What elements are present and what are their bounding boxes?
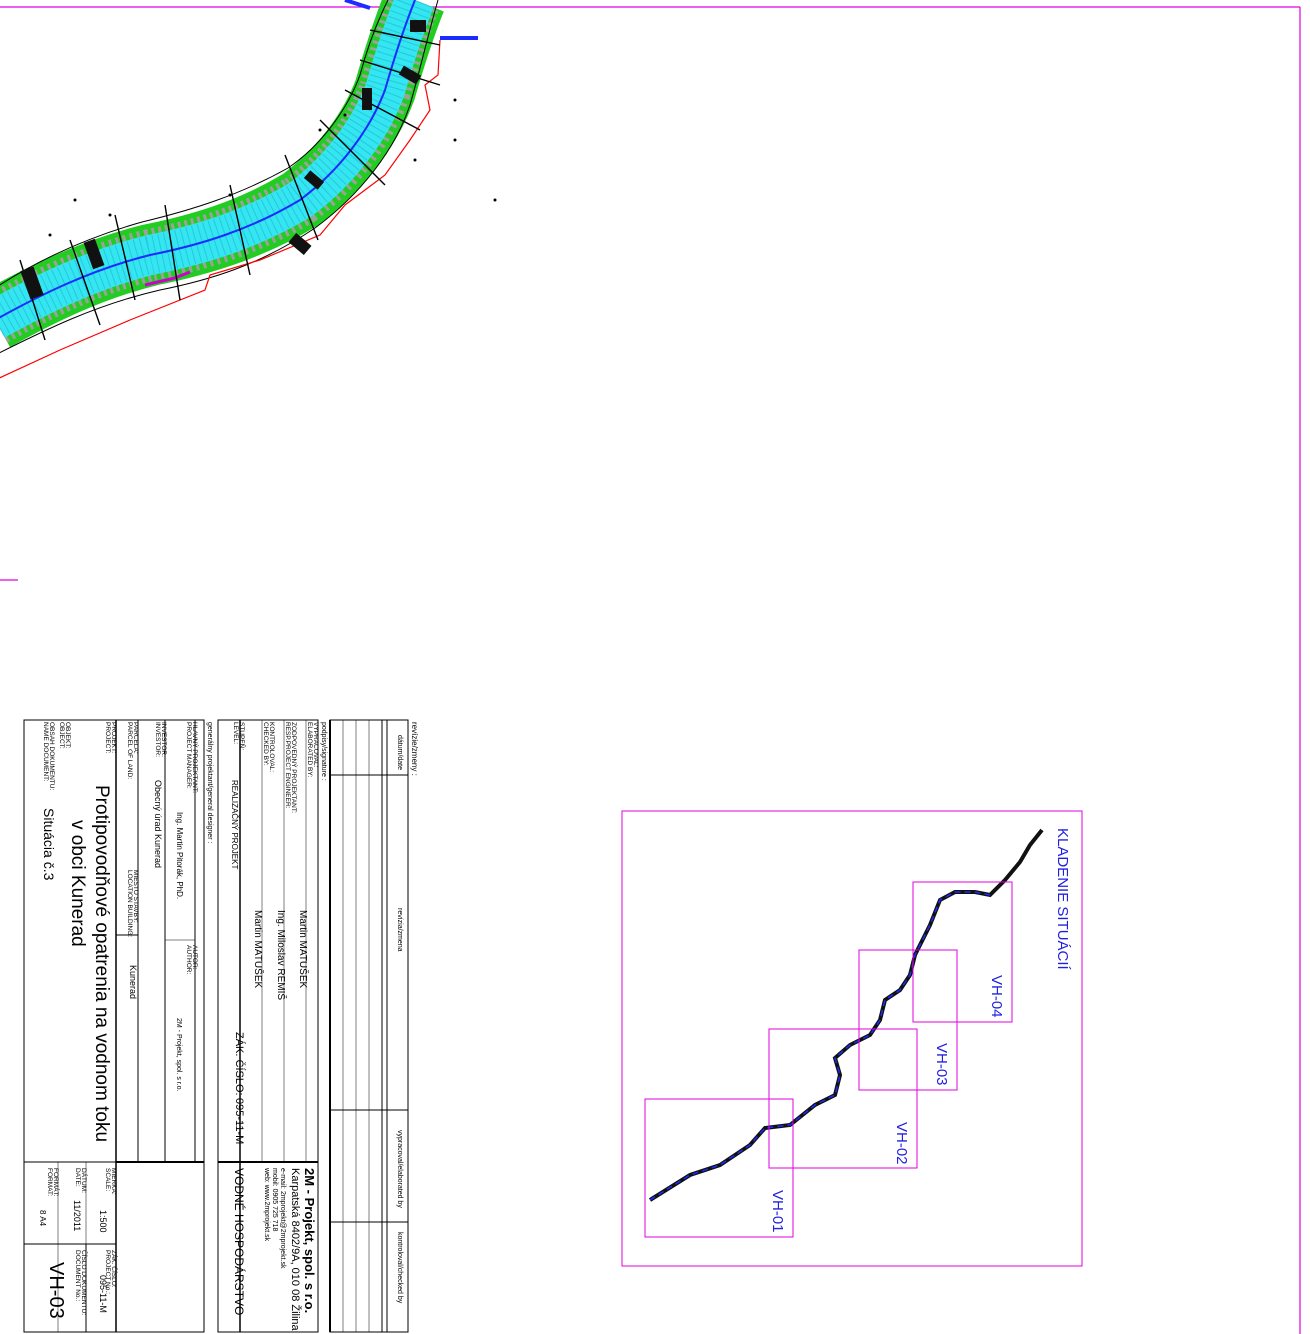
- revisions-col-revision: revízia/zmena: [396, 908, 403, 952]
- title-block: revízie/zmeny : dátum/date revízia/zmena…: [23, 719, 419, 1333]
- general-designer-header: generálny projektant/general designer :: [206, 722, 213, 843]
- hlavny-label: HLAVNÝ PROJEKTANT:: [191, 722, 200, 793]
- boundary-line: [0, 39, 441, 379]
- projekt-label: PROJEKT:: [110, 722, 117, 753]
- company-address: Karpatská 8402/9A, 010 08 Žilina: [289, 1168, 302, 1332]
- date-value: 11/2011: [72, 1200, 82, 1231]
- sheet-frame: [0, 6, 1301, 1334]
- stream-plan: [0, 0, 497, 379]
- format-label: FORMÁT:: [52, 1168, 61, 1197]
- key-map-sheet-vh03: [858, 949, 958, 1091]
- objekt-label: OBJEKT:: [64, 722, 71, 749]
- cislo-label-en: DOCUMENT No.:: [74, 1250, 81, 1301]
- company-email: e-mail: 2mprojekt@2mprojekt.sk: [279, 1168, 286, 1269]
- obsah-label-en: NAME DOCUMENT:: [42, 722, 49, 781]
- obsah-label: OBSAH DOKUMENTU:: [48, 722, 55, 790]
- format-value: 8 A4: [38, 1210, 47, 1227]
- signature-grid: [217, 719, 319, 1333]
- key-map-frame: [621, 810, 1083, 1267]
- projekt-label-en: PROJECT:: [104, 722, 111, 754]
- stream-edge-outer: [0, 0, 439, 354]
- zak-label2-en: PROJECT No.:: [104, 1250, 111, 1294]
- investor-label-en: INVESTOR:: [154, 722, 161, 757]
- kontroloval-value: Martin MATUŠEK: [252, 910, 265, 988]
- project-title-line2: v obci Kunerad: [67, 820, 88, 947]
- miesto-label: MIESTO STAVBY:: [132, 870, 139, 923]
- survey-points: [48, 98, 497, 237]
- autor-value: 2M - Projekt, spol. s r.o.: [175, 1018, 182, 1092]
- miesto-label-en: LOCATION BUILDING:: [126, 870, 133, 937]
- company-web: web: www.2mprojekt.sk: [263, 1167, 270, 1242]
- key-map-label-vh03: VH-03: [933, 1043, 950, 1086]
- investor-label: INVESTOR:: [160, 722, 167, 757]
- vypracoval-label-en: ELABORATED BY:: [306, 722, 313, 777]
- parcela-label: PARCELA:: [132, 722, 139, 754]
- signatures-header: podpisy/signature :: [320, 722, 327, 781]
- company-name: 2M - Projekt, spol. s r.o.: [302, 1168, 317, 1313]
- key-map-stream: [648, 828, 1044, 1202]
- autor-label-en: AUTHOR:: [185, 945, 192, 974]
- key-map-label-vh02: VH-02: [893, 1122, 910, 1165]
- retaining-wall: [144, 270, 191, 287]
- outlet-pipes: [344, 0, 478, 40]
- revisions-col-date: dátum/date: [396, 735, 403, 770]
- key-map-title: KLADENIE SITUÁCIÍ: [1054, 828, 1071, 971]
- investor-value: Obecný úrad Kunerad: [153, 780, 163, 868]
- zak-label2: ZÁK. ČÍSLO:: [110, 1250, 119, 1288]
- key-map-sheet-vh02: [768, 1028, 918, 1169]
- scale-value: 1:500: [98, 1210, 108, 1233]
- project-title-line1: Protipovodňové opatrenia na vodnom toku: [91, 785, 112, 1142]
- parcela-label-en: PARCEL OF LAND:: [126, 722, 133, 779]
- document-number: VH-03: [45, 1262, 67, 1319]
- datum-label-en: DATE:: [74, 1168, 81, 1187]
- datum-label: DÁTUM:: [80, 1168, 89, 1193]
- stream-edge-inner: [0, 0, 389, 286]
- autor-label: AUTOR:: [191, 945, 198, 970]
- miesto-value: Kunerad: [128, 965, 138, 999]
- kontroloval-label: KONTROLOVAL:: [268, 722, 275, 772]
- key-map-label-vh04: VH-04: [988, 975, 1005, 1018]
- project-grid: [23, 719, 205, 1333]
- stair-blocks: [20, 20, 426, 300]
- hlavny-value: Ing. Martin Pitorák, PhD.: [175, 812, 184, 899]
- mierka-label: MIERKA:: [110, 1168, 117, 1195]
- zak-cislo-label: ZÁK. ČÍSLO:: [233, 1032, 246, 1096]
- discipline-label: VODNÉ HOSPODÁRSTVO: [232, 1168, 247, 1315]
- zodp-label: ZODPOVEDNÝ PROJEKTANT:: [290, 722, 299, 813]
- stupen-label-en: LEVEL:: [232, 722, 239, 744]
- kontroloval-label-en: CHECKED BY:: [262, 722, 269, 766]
- stupen-value: REALIZAČNÝ PROJEKT: [230, 780, 239, 869]
- company-mobil: mobil: 0905 725 718: [271, 1168, 278, 1232]
- revisions-col-checked: kontroloval/checked by: [396, 1232, 403, 1304]
- stupen-label: STUPEŇ:: [238, 722, 247, 750]
- revision-table: [329, 719, 409, 1333]
- key-map-sheet-vh04: [912, 881, 1013, 1023]
- objekt-label-en: OBJECT:: [58, 722, 65, 749]
- zak-cislo-value: 095-11-M: [233, 1098, 245, 1144]
- zodp-label-en: RESP.PROJECT ENGINEER:: [284, 722, 291, 809]
- mierka-label-en: SCALE:: [104, 1168, 111, 1191]
- cislo-label: ČÍSLO DOKUMENTU:: [80, 1250, 89, 1315]
- hlavny-label-en: PROJECT MANAGER:: [185, 722, 192, 789]
- vypracoval-value: Martin MATUŠEK: [297, 910, 310, 988]
- zodp-value: Ing. Miloslav REMIŠ: [275, 910, 288, 1000]
- revisions-header: revízie/zmeny :: [410, 722, 419, 776]
- revisions-col-prepared: vypracoval/elaborated by: [396, 1130, 403, 1208]
- key-map-label-vh01: VH-01: [769, 1190, 786, 1233]
- format-label-en: FORMAT:: [46, 1168, 53, 1196]
- zak-value2: 095-11-M: [98, 1275, 108, 1313]
- document-name: Situácia č.3: [41, 808, 57, 881]
- key-map: KLADENIE SITUÁCIÍ VH-01 VH-02 VH-03 VH-0…: [621, 810, 1083, 1267]
- vypracoval-label: VYPRACOVAL:: [312, 722, 319, 768]
